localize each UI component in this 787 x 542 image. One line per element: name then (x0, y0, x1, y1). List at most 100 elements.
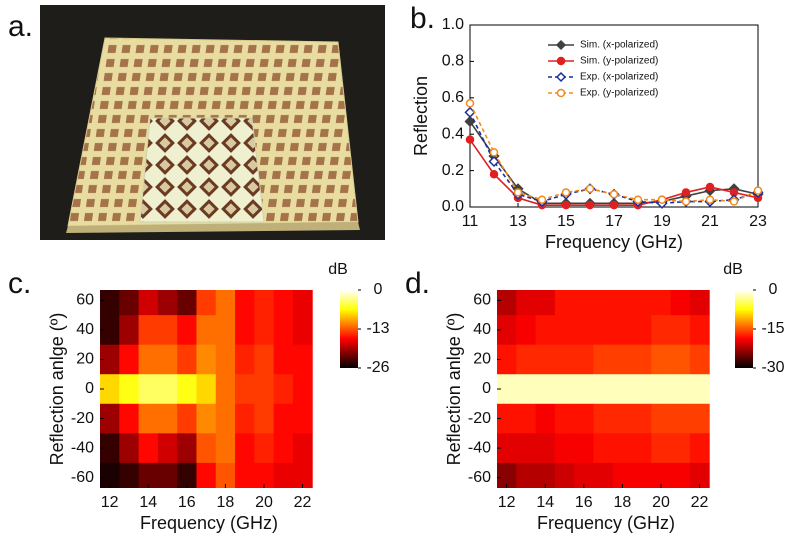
y-tick-label: 40 (76, 321, 94, 338)
heatmap-cell (670, 462, 691, 488)
heatmap-cell (689, 433, 710, 464)
heatmap-cell (215, 403, 236, 434)
marker (465, 99, 475, 108)
marker (465, 135, 475, 144)
legend-label: Sim. (y-polarized) (580, 56, 658, 67)
marker (609, 190, 619, 199)
heatmap-cell (670, 315, 691, 346)
heatmap-cell (273, 315, 294, 346)
heatmap-cell (215, 290, 236, 316)
heatmap-cell (273, 344, 294, 375)
heatmap-cell (574, 374, 594, 405)
y-tick-label: -60 (71, 469, 94, 486)
heatmap-cell (138, 374, 159, 405)
marker (488, 155, 500, 168)
heatmap-cell (254, 290, 275, 316)
heatmap-cell (574, 290, 594, 316)
x-tick-label: 16 (575, 494, 593, 511)
heatmap-cell (632, 403, 652, 434)
heatmap-cell (670, 344, 691, 375)
heatmap-cell (292, 403, 313, 434)
marker (705, 195, 715, 204)
heatmap-cell (196, 344, 217, 375)
heatmap-cell (497, 462, 517, 488)
x-tick-label: 12 (498, 494, 516, 511)
x-tick-label: 17 (605, 213, 623, 230)
heatmap-cell (273, 290, 294, 316)
x-tick-label: 18 (216, 494, 234, 511)
heatmap-cell (670, 290, 691, 316)
y-axis-label: Reflection (411, 76, 431, 156)
heatmap-cell (119, 462, 140, 488)
heatmap-cell (554, 344, 575, 375)
x-axis-label: Frequency (GHz) (537, 513, 675, 533)
heatmap-cell (632, 315, 652, 346)
heatmap-cell (593, 374, 614, 405)
heatmap-cell (292, 462, 313, 488)
heatmap-cell (157, 290, 178, 316)
heatmap-cell (235, 344, 255, 375)
heatmap-cell (670, 403, 691, 434)
heatmap-cell (196, 315, 217, 346)
heatmap-cell (177, 290, 197, 316)
marker (681, 197, 691, 206)
y-tick-label: 0.2 (442, 162, 464, 179)
heatmap-cell (100, 374, 120, 405)
heatmap-cell (138, 403, 159, 434)
heatmap-cell (254, 315, 275, 346)
y-axis-label: Reflection anlge (º) (47, 313, 67, 466)
heatmap-cell (273, 433, 294, 464)
colorbar-tick-label: -13 (366, 320, 389, 337)
heatmap-cell (574, 403, 594, 434)
heatmap-cell (254, 403, 275, 434)
heatmap-cell (612, 433, 633, 464)
x-tick-label: 21 (701, 213, 719, 230)
heatmap-cell (689, 344, 710, 375)
heatmap-cell (651, 315, 672, 346)
heatmap-cell (157, 433, 178, 464)
colorbar-tick-label: 0 (769, 281, 778, 298)
y-tick-label: 0.8 (442, 53, 464, 70)
heatmap-cell (138, 433, 159, 464)
legend-label: Exp. (x-polarized) (580, 72, 658, 83)
heatmap-cell (554, 403, 575, 434)
heatmap-cell (632, 374, 652, 405)
heatmap-cell (593, 344, 614, 375)
heatmap-cell (574, 433, 594, 464)
marker (561, 188, 571, 197)
heatmap-cell (612, 344, 633, 375)
heatmap-cell (651, 374, 672, 405)
x-tick-label: 20 (255, 494, 273, 511)
heatmap-cell (535, 462, 556, 488)
heatmap-cell (689, 315, 710, 346)
marker (753, 186, 763, 195)
colorbar (340, 290, 358, 368)
legend-label: Exp. (y-polarized) (580, 88, 658, 99)
heatmap-cell (612, 315, 633, 346)
x-tick-label: 14 (536, 494, 554, 511)
heatmap-cell (119, 433, 140, 464)
marker (681, 188, 691, 197)
heatmap-cell (157, 462, 178, 488)
heatmap-cell (497, 344, 517, 375)
marker (633, 195, 643, 204)
heatmap-cell (651, 462, 672, 488)
heatmap-cell (215, 462, 236, 488)
y-tick-label: 20 (473, 351, 491, 368)
heatmap-cell (157, 374, 178, 405)
sample-sheet (139, 117, 265, 223)
x-tick-label: 20 (652, 494, 670, 511)
heatmap-cell (689, 462, 710, 488)
y-tick-label: 0 (85, 380, 94, 397)
y-tick-label: 0.6 (442, 89, 464, 106)
heatmap-cell (632, 344, 652, 375)
y-tick-label: 0.0 (442, 198, 464, 215)
x-tick-label: 23 (749, 213, 767, 230)
heatmap-cell (535, 403, 556, 434)
heatmap-cell (235, 433, 255, 464)
heatmap-cell (651, 433, 672, 464)
heatmap-cell (593, 315, 614, 346)
marker (489, 169, 499, 179)
heatmap-cell (497, 374, 517, 405)
legend-marker (556, 88, 566, 98)
